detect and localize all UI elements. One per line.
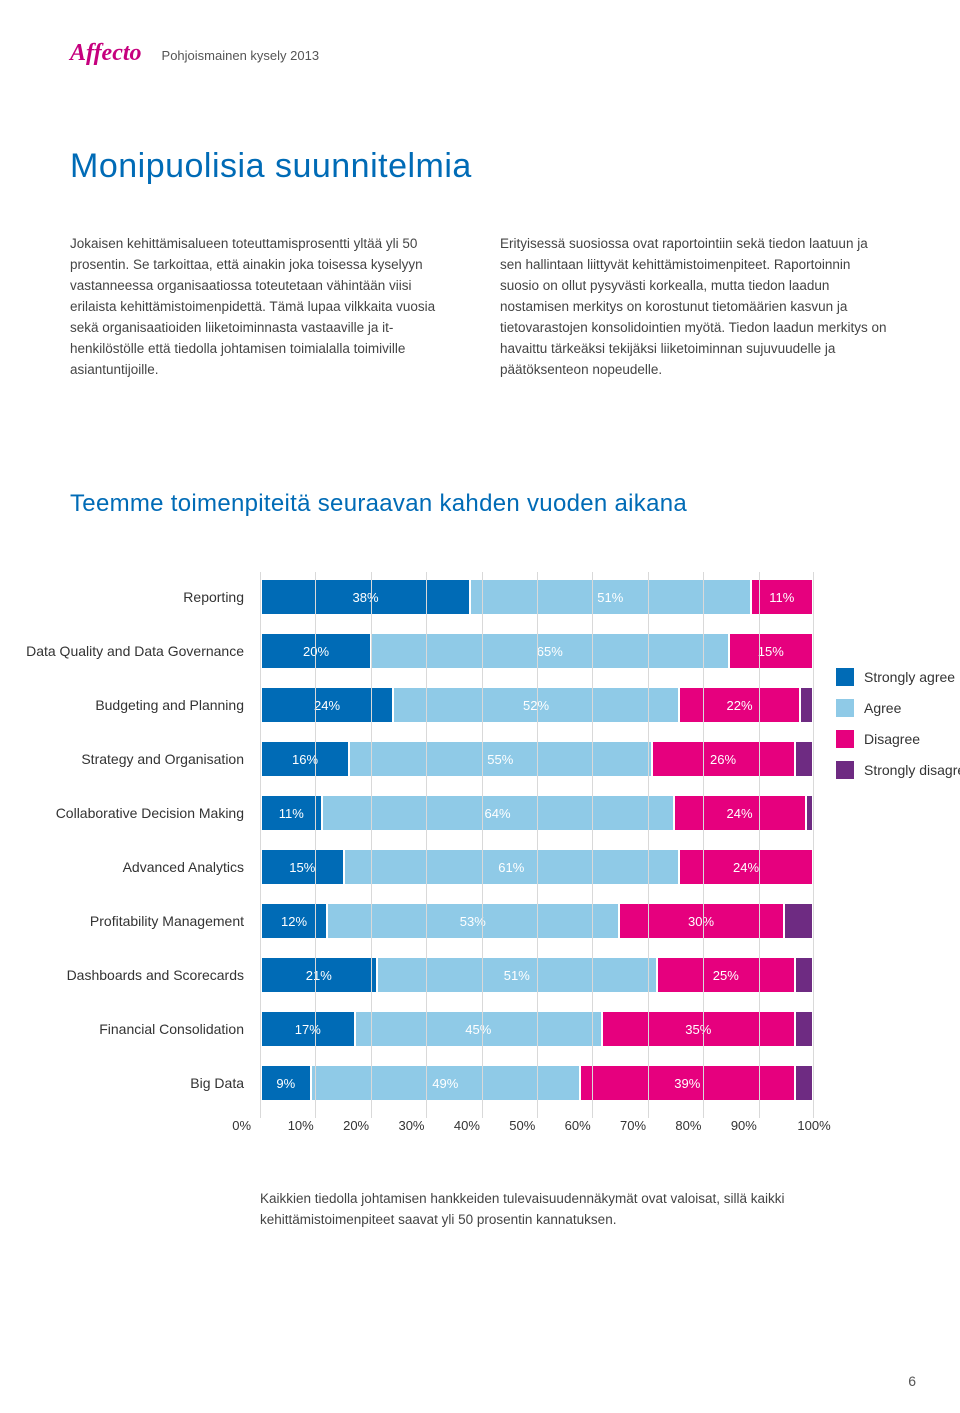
x-axis-tick: 90% xyxy=(731,1118,786,1133)
legend-swatch xyxy=(836,668,854,686)
chart-bar-row: 11%64%24% xyxy=(260,794,814,832)
chart-bar-segment: 24% xyxy=(262,688,394,722)
chart-category-labels: Reporting Data Quality and Data Governanc… xyxy=(0,578,260,1118)
chart-row-label: Dashboards and Scorecards xyxy=(0,956,260,994)
chart-bar-segment: 11% xyxy=(752,580,813,614)
chart-bar-segment: 22% xyxy=(680,688,801,722)
chart-bar-segment: 65% xyxy=(372,634,730,668)
legend-swatch xyxy=(836,699,854,717)
chart-bars: 38%51%11%20%65%15%24%52%22%16%55%26%11%6… xyxy=(260,578,814,1102)
chart-bar-segment xyxy=(796,1066,813,1100)
legend-label: Agree xyxy=(864,700,901,716)
chart-bar-segment: 24% xyxy=(680,850,812,884)
chart-bar-segment: 9% xyxy=(262,1066,312,1100)
chart-bar-segment xyxy=(796,742,813,776)
chart-x-axis: 0%10%20%30%40%50%60%70%80%90%100% xyxy=(260,1118,814,1133)
chart-bar-row: 38%51%11% xyxy=(260,578,814,616)
legend-swatch xyxy=(836,761,854,779)
legend-swatch xyxy=(836,730,854,748)
chart-bar-segment: 64% xyxy=(323,796,675,830)
body-col-1: Jokaisen kehittämisalueen toteuttamispro… xyxy=(70,234,460,380)
chart-bar-segment: 17% xyxy=(262,1012,356,1046)
chart-bar-row: 9%49%39% xyxy=(260,1064,814,1102)
x-axis-tick: 100% xyxy=(797,1118,830,1133)
legend-item: Strongly agree xyxy=(836,668,960,686)
chart-bar-segment xyxy=(796,958,813,992)
chart-title: Teemme toimenpiteitä seuraavan kahden vu… xyxy=(70,490,890,518)
chart-bar-segment: 51% xyxy=(378,958,659,992)
x-axis-tick: 80% xyxy=(675,1118,730,1133)
body-columns: Jokaisen kehittämisalueen toteuttamispro… xyxy=(70,234,890,380)
x-axis-tick: 60% xyxy=(565,1118,620,1133)
chart-bar-segment: 20% xyxy=(262,634,372,668)
chart-bar-segment: 61% xyxy=(345,850,681,884)
chart-row-label: Collaborative Decision Making xyxy=(0,794,260,832)
chart-row-label: Advanced Analytics xyxy=(0,848,260,886)
chart-bar-row: 17%45%35% xyxy=(260,1010,814,1048)
chart-bar-segment: 55% xyxy=(350,742,653,776)
page-title: Monipuolisia suunnitelmia xyxy=(70,147,890,186)
chart-bar-segment: 12% xyxy=(262,904,328,938)
chart-bar-row: 21%51%25% xyxy=(260,956,814,994)
x-axis-tick: 10% xyxy=(288,1118,343,1133)
chart-row-label: Budgeting and Planning xyxy=(0,686,260,724)
chart-bar-segment: 16% xyxy=(262,742,350,776)
legend-label: Strongly agree xyxy=(864,669,955,685)
chart-row-label: Big Data xyxy=(0,1064,260,1102)
chart-bar-segment: 49% xyxy=(312,1066,582,1100)
x-axis-tick: 20% xyxy=(343,1118,398,1133)
chart-bar-segment xyxy=(796,1012,813,1046)
chart-bar-segment: 15% xyxy=(730,634,813,668)
chart-bar-segment xyxy=(807,796,813,830)
chart-bar-segment: 38% xyxy=(262,580,471,614)
chart-bar-segment: 51% xyxy=(471,580,752,614)
chart-legend: Strongly agree Agree Disagree Strongly disa… xyxy=(814,578,960,792)
page-number: 6 xyxy=(908,1373,916,1389)
body-col-2: Erityisessä suosiossa ovat raportointiin… xyxy=(500,234,890,380)
chart-row-label: Data Quality and Data Governance xyxy=(0,632,260,670)
chart-row-label: Strategy and Organisation xyxy=(0,740,260,778)
chart-bar-row: 24%52%22% xyxy=(260,686,814,724)
chart-bar-segment: 39% xyxy=(581,1066,796,1100)
chart-footnote: Kaikkien tiedolla johtamisen hankkeiden … xyxy=(260,1189,840,1231)
legend-item: Disagree xyxy=(836,730,960,748)
chart-row-label: Financial Consolidation xyxy=(0,1010,260,1048)
page-header: Affecto Pohjoismainen kysely 2013 xyxy=(70,40,890,67)
chart-bar-segment: 30% xyxy=(620,904,785,938)
brand-logo: Affecto xyxy=(70,40,142,67)
chart-row-label: Profitability Management xyxy=(0,902,260,940)
chart-bar-segment: 26% xyxy=(653,742,796,776)
legend-item: Strongly disagree xyxy=(836,761,960,779)
chart-bar-row: 20%65%15% xyxy=(260,632,814,670)
chart-bar-segment xyxy=(801,688,812,722)
chart: ReportingData Quality and Data Governanc… xyxy=(70,578,890,1133)
chart-plot-area: 38%51%11%20%65%15%24%52%22%16%55%26%11%6… xyxy=(260,578,814,1133)
x-axis-tick: 0% xyxy=(232,1118,287,1133)
chart-bar-segment: 53% xyxy=(328,904,620,938)
chart-bar-segment: 45% xyxy=(356,1012,604,1046)
chart-bar-segment: 15% xyxy=(262,850,345,884)
x-axis-tick: 50% xyxy=(509,1118,564,1133)
chart-row-label: Reporting xyxy=(0,578,260,616)
x-axis-tick: 30% xyxy=(398,1118,453,1133)
x-axis-tick: 70% xyxy=(620,1118,675,1133)
chart-bar-segment: 24% xyxy=(675,796,807,830)
chart-bar-segment: 35% xyxy=(603,1012,796,1046)
legend-item: Agree xyxy=(836,699,960,717)
chart-bar-segment xyxy=(785,904,813,938)
chart-bar-segment: 52% xyxy=(394,688,680,722)
chart-bar-segment: 21% xyxy=(262,958,378,992)
header-subtitle: Pohjoismainen kysely 2013 xyxy=(162,48,320,63)
legend-label: Strongly disagree xyxy=(864,762,960,778)
chart-bar-row: 12%53%30% xyxy=(260,902,814,940)
x-axis-tick: 40% xyxy=(454,1118,509,1133)
chart-bar-row: 16%55%26% xyxy=(260,740,814,778)
legend-label: Disagree xyxy=(864,731,920,747)
chart-bar-segment: 25% xyxy=(658,958,796,992)
chart-bar-segment: 11% xyxy=(262,796,323,830)
chart-bar-row: 15%61%24% xyxy=(260,848,814,886)
